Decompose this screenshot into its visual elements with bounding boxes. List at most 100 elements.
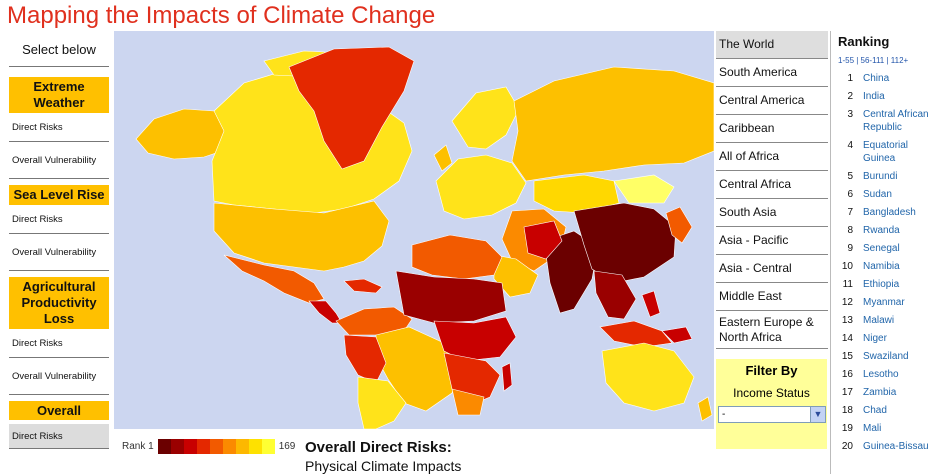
overall-direct-risks[interactable]: Direct Risks	[9, 424, 109, 449]
rank-legend: Rank 1 169	[122, 439, 295, 454]
map-region-philippines-png	[641, 290, 693, 344]
region-asia-central[interactable]: Asia - Central	[716, 255, 828, 283]
map-region-uk	[433, 144, 453, 172]
map-region-madagascar	[501, 362, 513, 392]
ranking-list: 1 China 2 India 3 Central African Republic 4 Eq…	[836, 72, 932, 458]
rank-country-link[interactable]: Malawi	[863, 315, 895, 326]
map-region-arabia	[493, 254, 539, 298]
rank-country-link[interactable]: Mali	[863, 423, 882, 434]
rank-number: 13	[841, 315, 853, 326]
rank-number: 5	[847, 171, 853, 182]
agricultural-direct-risks[interactable]: Direct Risks	[9, 329, 109, 358]
sea-level-overall-vulnerability[interactable]: Overall Vulnerability	[9, 234, 109, 271]
rank-country-link[interactable]: Chad	[863, 405, 887, 416]
rank-number: 15	[841, 351, 853, 362]
rank-country-link[interactable]: Swaziland	[863, 351, 909, 362]
extreme-weather-overall-vulnerability[interactable]: Overall Vulnerability	[9, 142, 109, 179]
rank-country-link[interactable]: Lesotho	[863, 369, 899, 380]
ranking-row: 19 Mali	[836, 422, 932, 435]
rank-country-link[interactable]: Senegal	[863, 243, 900, 254]
rank-number: 3	[847, 109, 853, 120]
filter-subtitle: Income Status	[733, 386, 810, 400]
rank-number: 20	[841, 441, 853, 452]
map-title: Overall Direct Risks:	[305, 439, 452, 456]
ranking-row: 11 Ethiopia	[836, 278, 932, 291]
extreme-weather-direct-risks[interactable]: Direct Risks	[9, 113, 109, 142]
rank-country-link[interactable]: Rwanda	[863, 225, 900, 236]
region-all-of-africa[interactable]: All of Africa	[716, 143, 828, 171]
world-risk-map[interactable]	[114, 31, 714, 429]
map-region-usa	[213, 200, 390, 272]
agricultural-overall-vulnerability[interactable]: Overall Vulnerability	[9, 358, 109, 395]
region-caribbean[interactable]: Caribbean	[716, 115, 828, 143]
income-status-select[interactable]: - ▼	[718, 406, 826, 423]
rank-number: 7	[847, 207, 853, 218]
ranking-row: 15 Swaziland	[836, 350, 932, 363]
region-south-america[interactable]: South America	[716, 59, 828, 87]
legend-swatch	[196, 439, 210, 454]
category-agricultural-productivity-loss: Agricultural Productivity Loss	[9, 277, 109, 329]
legend-color-scale	[157, 439, 275, 454]
map-region-india	[543, 230, 599, 314]
ranking-divider	[830, 31, 831, 474]
map-subtitle: Physical Climate Impacts	[305, 458, 462, 474]
rank-number: 1	[847, 73, 853, 84]
ranking-row: 5 Burundi	[836, 170, 932, 183]
map-region-north-africa	[411, 234, 503, 280]
map-region-pakistan-afghanistan	[523, 220, 563, 260]
legend-swatch	[183, 439, 197, 454]
ranking-row: 8 Rwanda	[836, 224, 932, 237]
legend-swatch	[261, 439, 275, 454]
region-central-africa[interactable]: Central Africa	[716, 171, 828, 199]
region-eastern-europe-north-africa[interactable]: Eastern Europe & North Africa	[716, 311, 828, 349]
map-region-new-zealand	[697, 396, 713, 422]
legend-swatch	[222, 439, 236, 454]
chevron-down-icon[interactable]: ▼	[810, 407, 825, 422]
region-asia-pacific[interactable]: Asia - Pacific	[716, 227, 828, 255]
rank-number: 10	[841, 261, 853, 272]
rank-country-link[interactable]: Namibia	[863, 261, 900, 272]
rank-number: 19	[841, 423, 853, 434]
rank-country-link[interactable]: Central African Republic	[863, 109, 929, 133]
region-central-america[interactable]: Central America	[716, 87, 828, 115]
ranking-row: 6 Sudan	[836, 188, 932, 201]
rank-country-link[interactable]: China	[863, 73, 890, 84]
rank-country-link[interactable]: Myanmar	[863, 297, 905, 308]
map-region-korea-japan	[665, 206, 693, 244]
map-region-mongolia	[613, 174, 675, 204]
rank-number: 8	[847, 225, 853, 236]
category-overall: Overall	[9, 401, 109, 420]
region-middle-east[interactable]: Middle East	[716, 283, 828, 311]
ranking-row: 17 Zambia	[836, 386, 932, 399]
map-region-greenland	[288, 46, 415, 170]
rank-country-link[interactable]: Zambia	[863, 387, 897, 398]
region-the-world[interactable]: The World	[716, 31, 828, 59]
ranking-pagination[interactable]: 1-55 | 56-111 | 112+	[838, 56, 909, 65]
rank-country-link[interactable]: Burundi	[863, 171, 898, 182]
ranking-row: 4 Equatorial Guinea	[836, 139, 932, 165]
category-sea-level-rise: Sea Level Rise	[9, 185, 109, 205]
map-region-russia	[511, 66, 714, 182]
rank-country-link[interactable]: Sudan	[863, 189, 892, 200]
rank-country-link[interactable]: Bangladesh	[863, 207, 916, 218]
rank-country-link[interactable]: Guinea-Bissau	[863, 441, 929, 452]
rank-country-link[interactable]: Niger	[863, 333, 887, 344]
map-region-scandinavia	[451, 86, 520, 150]
map-region-southeast-asia	[593, 270, 637, 320]
rank-number: 4	[847, 140, 853, 151]
page-title: Mapping the Impacts of Climate Change	[7, 2, 436, 29]
map-region-south-africa	[451, 388, 485, 416]
rank-number: 2	[847, 91, 853, 102]
income-filter-panel: Filter By Income Status - ▼	[716, 359, 827, 449]
rank-country-link[interactable]: India	[863, 91, 885, 102]
rank-country-link[interactable]: Equatorial Guinea	[863, 140, 909, 164]
region-list: The World South America Central America …	[716, 31, 828, 349]
rank-country-link[interactable]: Ethiopia	[863, 279, 900, 290]
ranking-row: 10 Namibia	[836, 260, 932, 273]
legend-swatch	[209, 439, 223, 454]
sea-level-direct-risks[interactable]: Direct Risks	[9, 205, 109, 234]
legend-swatch	[157, 439, 171, 454]
rank-number: 12	[841, 297, 853, 308]
region-south-asia[interactable]: South Asia	[716, 199, 828, 227]
map-region-colombia-venezuela	[335, 306, 413, 336]
